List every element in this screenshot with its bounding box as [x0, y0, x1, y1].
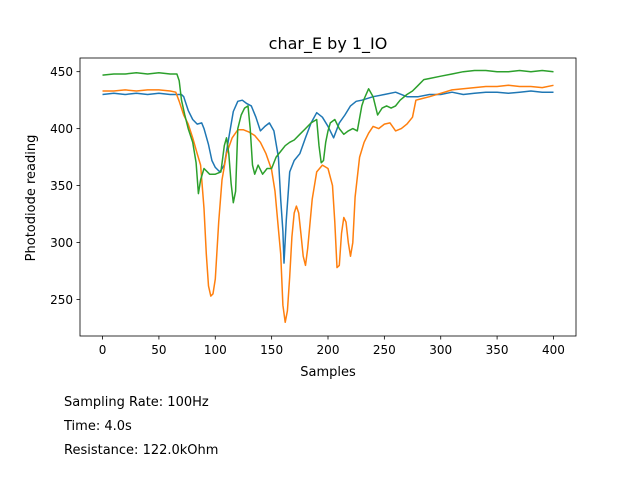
x-tick-label: 200	[317, 343, 340, 357]
series-line-1	[102, 90, 554, 264]
y-tick-label: 450	[50, 65, 73, 79]
x-tick-label: 350	[486, 343, 509, 357]
x-tick-label: 250	[373, 343, 396, 357]
x-tick-label: 400	[542, 343, 565, 357]
x-tick-label: 300	[429, 343, 452, 357]
x-tick-label: 100	[204, 343, 227, 357]
x-tick-label: 0	[99, 343, 107, 357]
sampling-rate-text: Sampling Rate: 100Hz	[64, 395, 209, 410]
chart-title: char_E by 1_IO	[269, 34, 388, 54]
x-axis-label: Samples	[300, 365, 356, 380]
y-tick-label: 400	[50, 122, 73, 136]
time-text: Time: 4.0s	[64, 419, 132, 434]
y-tick-label: 250	[50, 293, 73, 307]
x-tick-label: 150	[260, 343, 283, 357]
plot-area: 0 50 100 150 200 250 300 350 400 250 300 350 400 450	[50, 57, 577, 357]
series-line-2	[102, 84, 554, 324]
x-tick-label: 50	[151, 343, 166, 357]
y-tick-label: 350	[50, 179, 73, 193]
y-tick-label: 300	[50, 236, 73, 250]
resistance-text: Resistance: 122.0kOhm	[64, 443, 219, 458]
plot-frame	[79, 57, 577, 337]
series-line-3	[102, 69, 554, 204]
y-axis-label: Photodiode reading	[24, 135, 39, 262]
